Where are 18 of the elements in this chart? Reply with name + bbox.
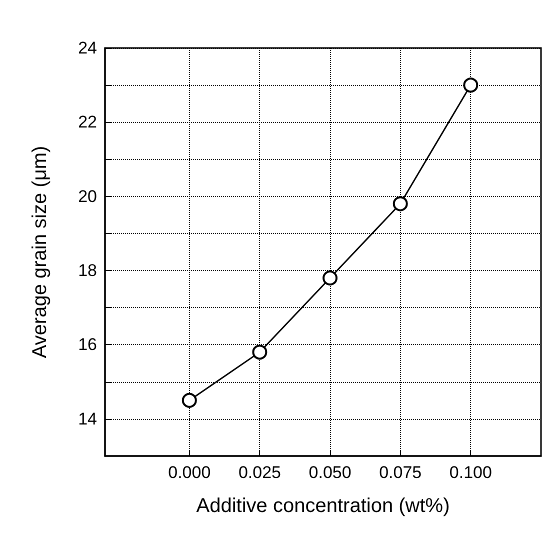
x-axis-title: Additive concentration (wt%)	[196, 495, 450, 517]
y-tick-label: 16	[78, 335, 97, 354]
x-tick-label: 0.050	[308, 463, 352, 482]
y-tick-label: 20	[78, 186, 97, 206]
y-tick-label: 24	[78, 38, 97, 58]
x-tick-label: 0.000	[168, 463, 211, 482]
x-tick-label: 0.100	[449, 463, 492, 482]
point	[392, 196, 408, 212]
y-tick-label: 22	[78, 112, 97, 132]
point	[182, 392, 197, 408]
y-tick-label: 14	[78, 409, 97, 428]
point	[322, 270, 338, 286]
y-axis-title: Average grain size (μm)	[29, 146, 51, 358]
point	[252, 344, 268, 360]
point	[463, 78, 478, 93]
x-tick-label: 0.075	[379, 463, 422, 482]
x-tick-label: 0.025	[238, 463, 281, 482]
y-tick-label: 18	[78, 261, 97, 280]
